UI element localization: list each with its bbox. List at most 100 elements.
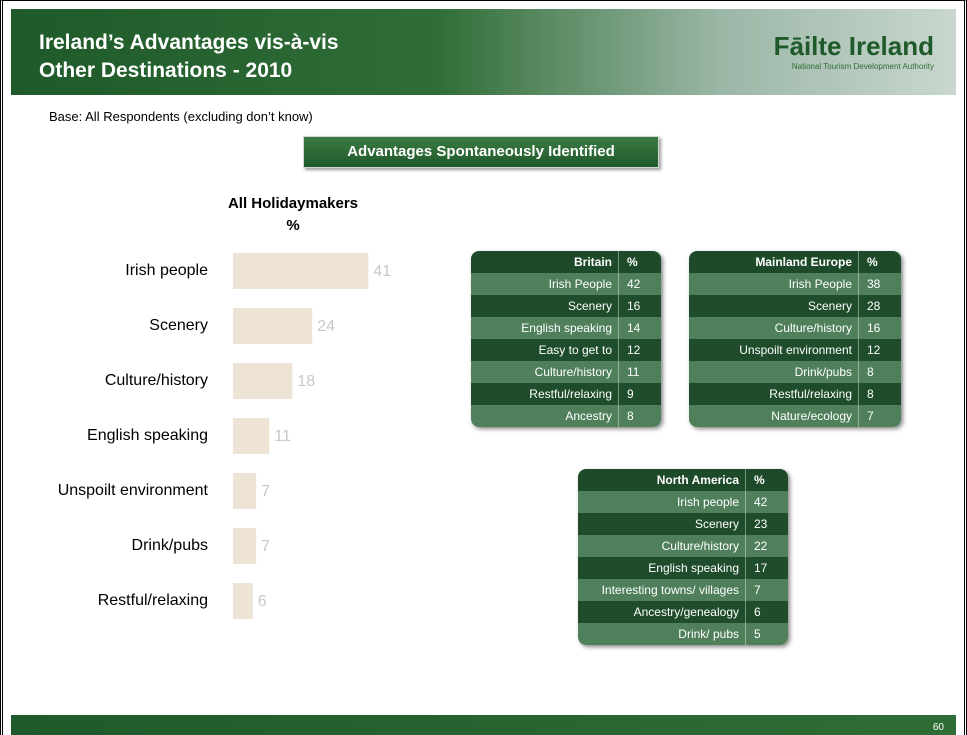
title-line: Ireland’s Advantages vis-à-vis xyxy=(39,29,339,57)
row-value: 8 xyxy=(619,405,661,427)
row-value: 42 xyxy=(746,491,788,513)
category-label: Unspoilt environment xyxy=(58,482,209,499)
row-label: Scenery xyxy=(471,295,619,317)
row-label: Culture/history xyxy=(578,535,746,557)
row-value: 12 xyxy=(619,339,661,361)
logo: Fāilte Ireland National Tourism Developm… xyxy=(774,31,934,71)
category-label: Irish people xyxy=(125,262,208,279)
header-cell: % xyxy=(619,251,661,273)
category-label: Drink/pubs xyxy=(132,537,208,554)
row-label: English speaking xyxy=(578,557,746,579)
chart-title: All Holidaymakers xyxy=(228,195,358,212)
row-label: Ancestry/genealogy xyxy=(578,601,746,623)
row-label: Scenery xyxy=(578,513,746,535)
header-cell: % xyxy=(746,469,788,491)
slide: Ireland’s Advantages vis-à-vis Other Des… xyxy=(0,0,967,735)
row-value: 23 xyxy=(746,513,788,535)
footer-band: 60 xyxy=(11,715,956,735)
row-label: Ancestry xyxy=(471,405,619,427)
category-label: Restful/relaxing xyxy=(98,592,208,609)
value-label: 7 xyxy=(261,483,270,500)
header-cell: Britain xyxy=(471,251,619,273)
row-value: 7 xyxy=(746,579,788,601)
bar xyxy=(233,418,269,454)
title-line: Other Destinations - 2010 xyxy=(39,57,339,85)
row-value: 17 xyxy=(746,557,788,579)
row-label: Drink/pubs xyxy=(689,361,859,383)
row-value: 28 xyxy=(859,295,901,317)
page-number: 60 xyxy=(933,722,944,733)
table-header: Britain% xyxy=(471,251,661,273)
row-label: Easy to get to xyxy=(471,339,619,361)
row-label: Restful/relaxing xyxy=(689,383,859,405)
value-label: 11 xyxy=(274,428,291,445)
row-value: 16 xyxy=(859,317,901,339)
bar xyxy=(233,583,253,619)
title: Ireland’s Advantages vis-à-vis Other Des… xyxy=(39,29,339,85)
table-header: Mainland Europe% xyxy=(689,251,901,273)
row-value: 8 xyxy=(859,383,901,405)
row-label: Culture/history xyxy=(471,361,619,383)
bar xyxy=(233,308,312,344)
row-label: Nature/ecology xyxy=(689,405,859,427)
banner: Advantages Spontaneously Identified xyxy=(303,136,659,168)
value-label: 7 xyxy=(261,538,270,555)
row-label: Irish people xyxy=(578,491,746,513)
row-value: 5 xyxy=(746,623,788,645)
row-value: 7 xyxy=(859,405,901,427)
row-label: English speaking xyxy=(471,317,619,339)
row-label: Unspoilt environment xyxy=(689,339,859,361)
row-label: Irish People xyxy=(471,273,619,295)
table-header: North America% xyxy=(578,469,788,491)
row-value: 11 xyxy=(619,361,661,383)
row-label: Irish People xyxy=(689,273,859,295)
row-value: 12 xyxy=(859,339,901,361)
bar xyxy=(233,528,256,564)
bar xyxy=(233,253,368,289)
value-label: 41 xyxy=(373,263,391,280)
header-cell: North America xyxy=(578,469,746,491)
category-label: Culture/history xyxy=(105,372,208,389)
row-value: 14 xyxy=(619,317,661,339)
logo-name: Fāilte Ireland xyxy=(774,31,934,62)
header-cell: Mainland Europe xyxy=(689,251,859,273)
bar xyxy=(233,473,256,509)
value-label: 24 xyxy=(317,318,335,335)
row-value: 22 xyxy=(746,535,788,557)
row-label: Interesting towns/ villages xyxy=(578,579,746,601)
row-value: 9 xyxy=(619,383,661,405)
category-label: Scenery xyxy=(149,317,208,334)
row-label: Drink/ pubs xyxy=(578,623,746,645)
row-value: 8 xyxy=(859,361,901,383)
row-value: 16 xyxy=(619,295,661,317)
row-label: Culture/history xyxy=(689,317,859,339)
logo-tagline: National Tourism Development Authority xyxy=(774,62,934,71)
base-note: Base: All Respondents (excluding don’t k… xyxy=(49,109,313,124)
row-value: 38 xyxy=(859,273,901,295)
header-band: Ireland’s Advantages vis-à-vis Other Des… xyxy=(11,9,956,95)
category-label: English speaking xyxy=(87,427,208,444)
